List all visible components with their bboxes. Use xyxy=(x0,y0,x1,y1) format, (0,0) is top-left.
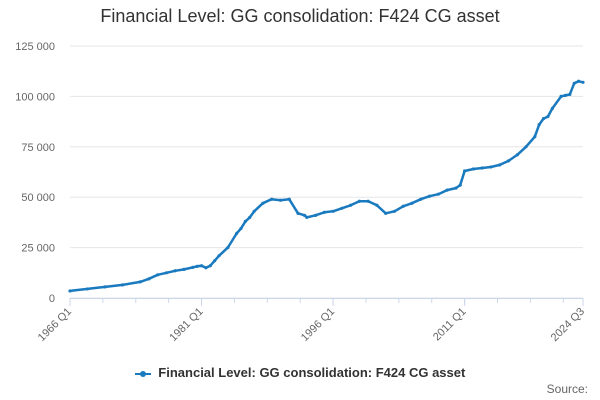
data-point[interactable] xyxy=(427,194,432,198)
x-tick-label: 1981 Q1 xyxy=(167,306,205,344)
legend-marker-icon xyxy=(134,369,151,379)
data-point[interactable] xyxy=(454,186,458,190)
data-point[interactable] xyxy=(533,135,537,139)
data-point[interactable] xyxy=(550,106,554,111)
data-point[interactable] xyxy=(138,280,142,284)
data-point[interactable] xyxy=(375,203,379,207)
data-point[interactable] xyxy=(248,215,252,219)
data-point[interactable] xyxy=(436,192,440,196)
x-tick-label: 2024 Q3 xyxy=(549,306,587,344)
data-point[interactable] xyxy=(322,210,326,214)
gridlines xyxy=(70,45,583,299)
data-point[interactable] xyxy=(182,267,186,271)
data-point[interactable] xyxy=(445,188,449,192)
y-tick-label: 75 000 xyxy=(21,142,55,154)
data-point[interactable] xyxy=(235,231,239,236)
y-tick-label: 0 xyxy=(49,293,55,305)
data-point[interactable] xyxy=(252,209,256,213)
x-axis: 1966 Q1 1981 Q1 1996 Q1 2011 Q1 2024 Q3 xyxy=(36,298,587,344)
data-point[interactable] xyxy=(357,199,361,203)
data-point[interactable] xyxy=(173,269,177,273)
source-label: Source: xyxy=(546,382,588,396)
legend[interactable]: Financial Level: GG consolidation: F424 … xyxy=(0,365,600,380)
data-point[interactable] xyxy=(313,213,318,217)
data-point[interactable] xyxy=(572,81,576,85)
data-point[interactable] xyxy=(384,211,388,215)
data-point[interactable] xyxy=(208,264,212,268)
data-point[interactable] xyxy=(366,199,370,203)
data-point[interactable] xyxy=(568,92,572,96)
data-point[interactable] xyxy=(226,246,230,250)
data-point[interactable] xyxy=(489,165,493,169)
data-point[interactable] xyxy=(68,289,72,293)
data-point[interactable] xyxy=(458,183,462,187)
y-tick-label: 50 000 xyxy=(21,192,55,204)
data-point[interactable] xyxy=(463,169,467,173)
data-point[interactable] xyxy=(204,266,208,270)
data-point[interactable] xyxy=(296,211,300,215)
data-point[interactable] xyxy=(349,203,353,207)
x-tick-label: 2011 Q1 xyxy=(431,306,469,344)
data-point[interactable] xyxy=(199,264,204,268)
data-point[interactable] xyxy=(419,197,423,201)
data-point[interactable] xyxy=(340,206,344,210)
data-point[interactable] xyxy=(191,265,195,269)
data-point[interactable] xyxy=(331,209,335,213)
data-point[interactable] xyxy=(243,219,247,223)
data-point[interactable] xyxy=(480,166,484,170)
x-tick-label: 1966 Q1 xyxy=(36,306,74,344)
data-point[interactable] xyxy=(559,94,563,98)
x-tick-label: 1996 Q1 xyxy=(299,306,337,344)
data-point[interactable] xyxy=(546,114,550,119)
data-point[interactable] xyxy=(471,167,475,171)
data-point[interactable] xyxy=(524,145,528,149)
data-point[interactable] xyxy=(121,283,125,287)
data-point[interactable] xyxy=(261,201,265,205)
data-point[interactable] xyxy=(410,201,414,205)
data-point[interactable] xyxy=(392,209,397,213)
data-point[interactable] xyxy=(287,197,291,201)
data-point[interactable] xyxy=(581,80,585,84)
y-axis-ticks: 0 25 000 50 000 75 000 100 000 125 000 xyxy=(15,41,55,305)
data-point[interactable] xyxy=(217,254,221,258)
data-point[interactable] xyxy=(213,259,217,263)
data-point[interactable] xyxy=(270,197,274,201)
chart-title: Financial Level: GG consolidation: F424 … xyxy=(100,6,500,26)
data-point[interactable] xyxy=(563,93,568,97)
data-point[interactable] xyxy=(515,153,519,157)
y-tick-label: 125 000 xyxy=(15,41,55,53)
y-tick-label: 100 000 xyxy=(15,91,55,103)
data-point[interactable] xyxy=(537,123,541,127)
y-tick-label: 25 000 xyxy=(21,243,55,255)
data-point[interactable] xyxy=(85,287,90,291)
data-point[interactable] xyxy=(156,273,160,277)
data-point[interactable] xyxy=(147,277,151,281)
data-point[interactable] xyxy=(305,215,309,219)
data-point[interactable] xyxy=(541,116,546,121)
data-point[interactable] xyxy=(401,204,405,208)
data-point[interactable] xyxy=(302,213,307,217)
data-point[interactable] xyxy=(577,79,581,83)
legend-label: Financial Level: GG consolidation: F424 … xyxy=(158,365,466,380)
data-point[interactable] xyxy=(239,226,243,231)
data-point[interactable] xyxy=(278,198,283,202)
data-point[interactable] xyxy=(164,271,169,275)
data-point[interactable] xyxy=(195,264,199,268)
series-line[interactable] xyxy=(69,80,584,293)
data-point[interactable] xyxy=(498,163,502,167)
series-layer xyxy=(68,79,585,293)
data-point[interactable] xyxy=(506,159,511,163)
data-point[interactable] xyxy=(103,285,107,289)
